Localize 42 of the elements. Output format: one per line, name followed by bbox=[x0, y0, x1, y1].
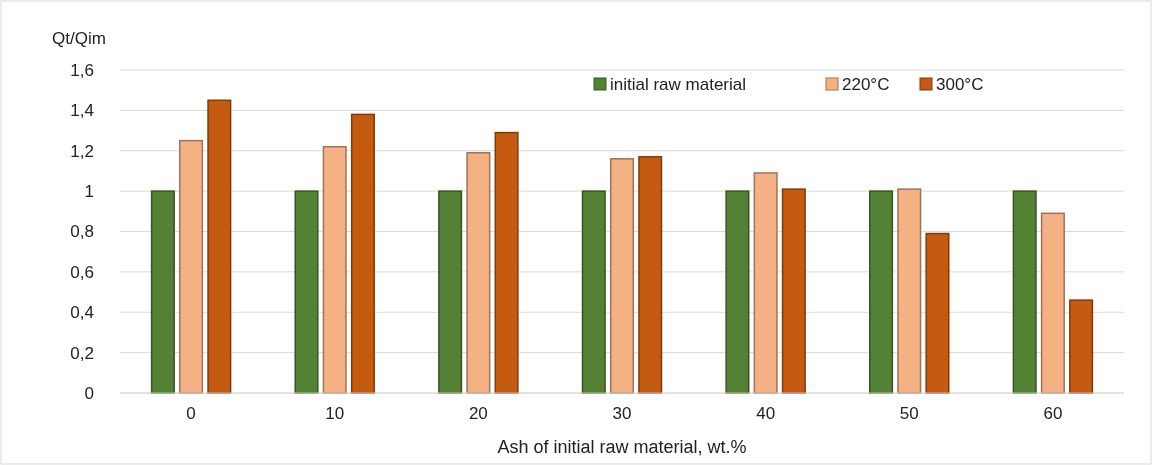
y-tick-label: 1,2 bbox=[70, 141, 94, 161]
bar bbox=[781, 188, 806, 394]
x-tick-label: 50 bbox=[899, 404, 919, 423]
y-tick-label: 1,6 bbox=[70, 60, 94, 80]
bar bbox=[638, 156, 663, 394]
legend-label: initial raw material bbox=[610, 74, 747, 94]
bar bbox=[925, 232, 950, 394]
x-tick-label: 40 bbox=[756, 404, 776, 423]
legend-label: 220°C bbox=[842, 74, 890, 94]
y-tick-label: 0 bbox=[84, 383, 94, 403]
x-tick-label: 60 bbox=[1043, 404, 1063, 423]
x-tick-label: 20 bbox=[468, 404, 488, 423]
bar bbox=[466, 152, 491, 394]
bar bbox=[207, 99, 232, 394]
bar bbox=[350, 113, 375, 394]
bar bbox=[294, 190, 319, 394]
bar bbox=[494, 131, 519, 394]
bar bbox=[897, 188, 922, 394]
bar bbox=[581, 190, 606, 394]
bar bbox=[150, 190, 175, 394]
y-axis-title: Qt/Qim bbox=[52, 29, 106, 48]
x-tick-label: 0 bbox=[186, 404, 196, 423]
y-tick-label: 1,4 bbox=[70, 101, 94, 121]
y-tick-label: 0,8 bbox=[70, 222, 94, 242]
bar bbox=[609, 158, 635, 394]
bar bbox=[438, 190, 463, 394]
bar bbox=[753, 172, 778, 394]
y-tick-label: 0,4 bbox=[70, 303, 94, 323]
bar bbox=[322, 145, 347, 394]
bar bbox=[1069, 299, 1094, 394]
bar bbox=[1012, 190, 1037, 394]
x-axis-title: Ash of initial raw material, wt.% bbox=[497, 437, 747, 457]
x-tick-label: 30 bbox=[612, 404, 632, 423]
y-tick-label: 1 bbox=[84, 182, 94, 202]
y-tick-label: 0,2 bbox=[70, 343, 94, 363]
bar bbox=[869, 190, 894, 394]
x-tick-label: 10 bbox=[325, 404, 345, 423]
bar bbox=[725, 190, 750, 394]
bar bbox=[179, 139, 204, 394]
legend-label: 300°C bbox=[936, 74, 984, 94]
y-tick-label: 0,6 bbox=[70, 262, 94, 282]
bar bbox=[1040, 212, 1065, 394]
